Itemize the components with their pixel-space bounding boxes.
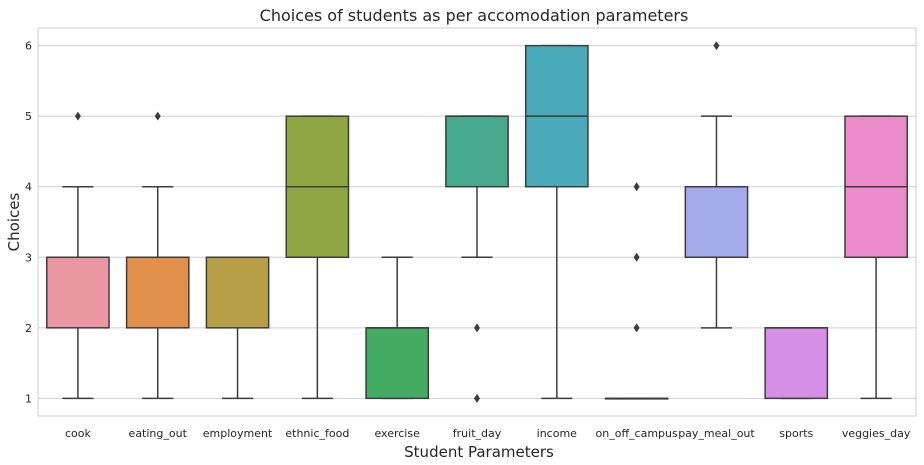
y-axis-label: Choices bbox=[5, 193, 23, 252]
box-income bbox=[524, 44, 589, 400]
x-tick-label: pay_meal_out bbox=[678, 427, 755, 440]
outlier-point bbox=[633, 252, 640, 262]
x-tick-label: eating_out bbox=[129, 427, 188, 440]
iqr-box bbox=[125, 256, 190, 329]
y-tick-label: 5 bbox=[25, 110, 32, 123]
y-tick-label: 1 bbox=[25, 392, 32, 405]
x-tick-label: sports bbox=[779, 427, 813, 440]
box-on-off-campus bbox=[604, 182, 669, 400]
chart-title: Choices of students as per accomodation … bbox=[260, 6, 689, 25]
outlier-point bbox=[713, 41, 720, 51]
outlier-point bbox=[154, 111, 161, 121]
y-tick-label: 3 bbox=[25, 251, 32, 264]
x-tick-label: exercise bbox=[374, 427, 420, 440]
x-tick-labels: cook eating_out employment ethnic_food exerc… bbox=[65, 427, 911, 440]
outlier-point bbox=[633, 182, 640, 192]
x-tick-label: employment bbox=[203, 427, 273, 440]
iqr-box bbox=[205, 256, 270, 329]
box-sports bbox=[764, 327, 829, 400]
iqr-box bbox=[365, 327, 430, 400]
box-ethnic-food bbox=[285, 115, 350, 400]
iqr-box bbox=[445, 115, 509, 188]
x-tick-label: ethnic_food bbox=[285, 427, 349, 440]
y-tick-label: 2 bbox=[25, 322, 32, 335]
box-eating-out bbox=[125, 111, 190, 400]
y-tick-labels: 1 2 3 4 5 6 bbox=[25, 40, 32, 406]
iqr-box bbox=[764, 327, 829, 400]
box-employment bbox=[205, 256, 270, 400]
outlier-point bbox=[474, 323, 480, 333]
x-tick-label: fruit_day bbox=[453, 427, 502, 440]
y-tick-label: 4 bbox=[25, 181, 32, 194]
x-tick-label: on_off_campus bbox=[596, 427, 678, 440]
box-pay-meal-out bbox=[684, 41, 749, 329]
box-exercise bbox=[365, 256, 430, 400]
box-veggies-day bbox=[844, 115, 908, 400]
iqr-box bbox=[684, 185, 749, 259]
box-series bbox=[46, 41, 908, 403]
box-cook bbox=[46, 111, 110, 400]
x-tick-label: veggies_day bbox=[842, 427, 911, 440]
y-tick-label: 6 bbox=[25, 40, 32, 53]
box-fruit-day bbox=[445, 115, 509, 403]
outlier-point bbox=[633, 323, 640, 333]
x-tick-label: cook bbox=[65, 427, 92, 440]
x-axis-label: Student Parameters bbox=[404, 443, 554, 461]
outlier-point bbox=[474, 393, 480, 403]
outlier-point bbox=[74, 111, 81, 121]
plot-area-frame bbox=[37, 27, 917, 417]
iqr-box bbox=[46, 256, 110, 329]
x-tick-label: income bbox=[537, 427, 578, 440]
